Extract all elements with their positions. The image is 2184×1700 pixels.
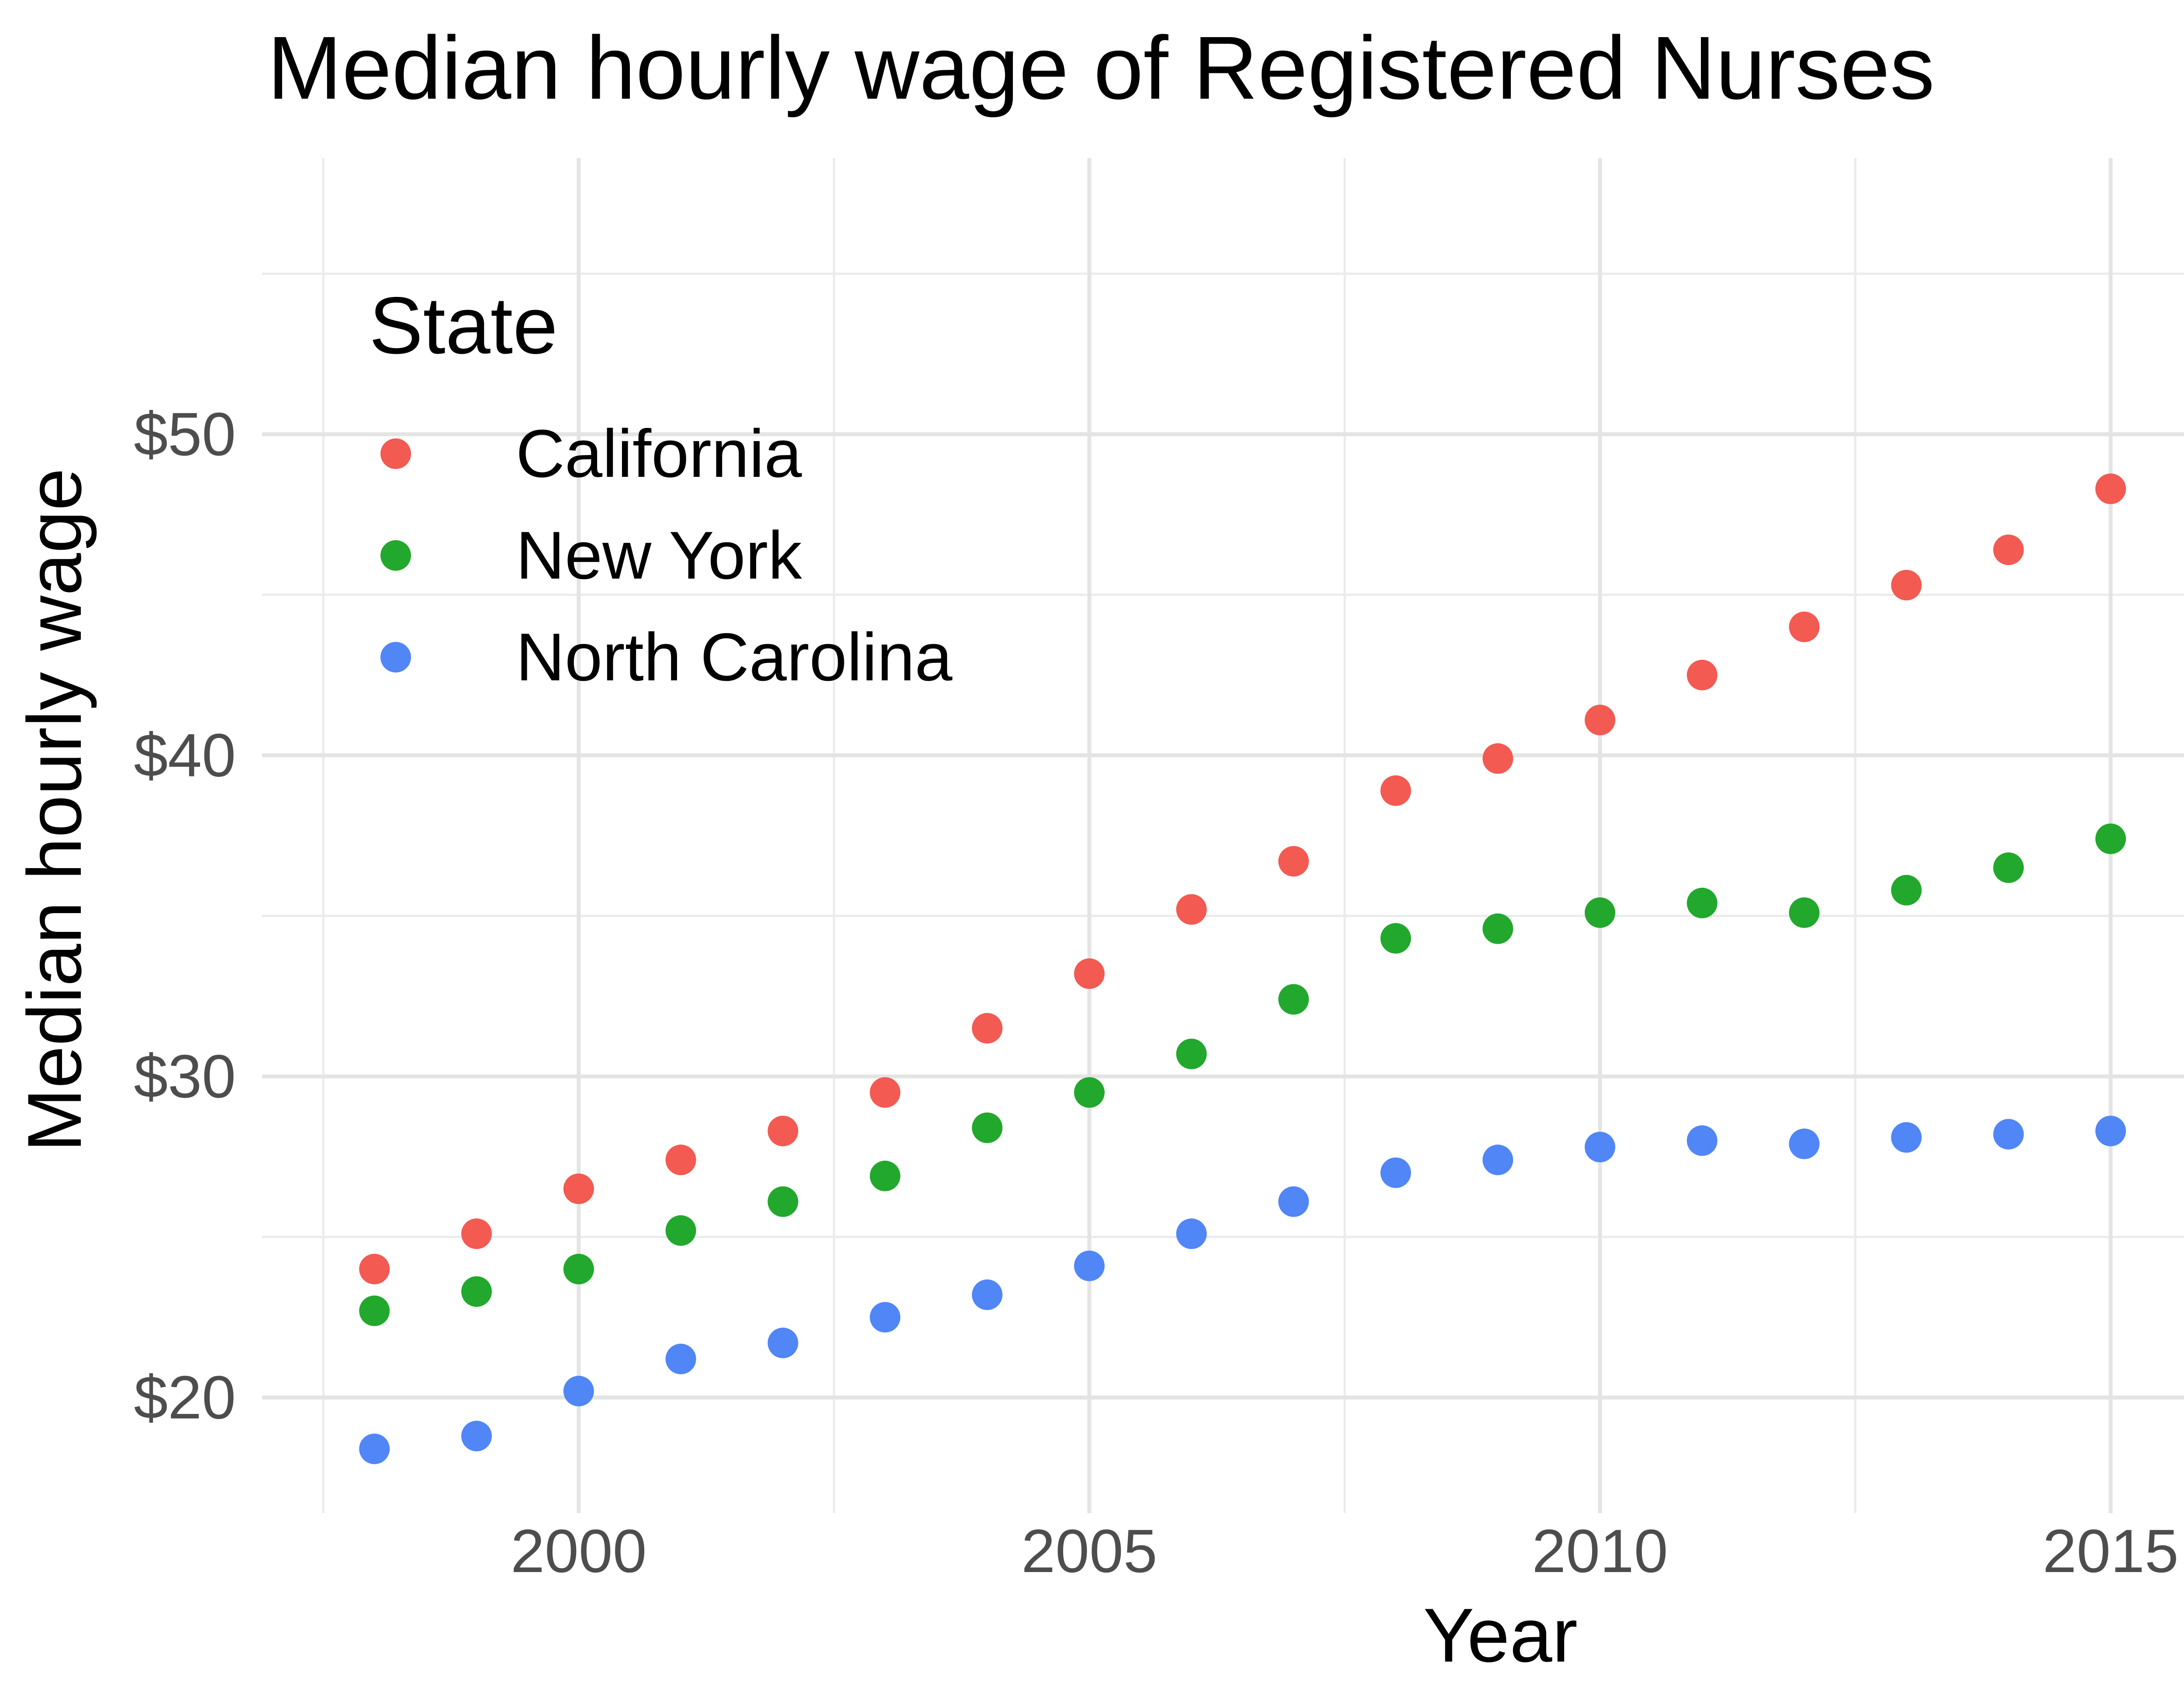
- x-axis-title: Year: [1423, 1593, 1578, 1678]
- data-point: [359, 1433, 390, 1464]
- data-point: [870, 1160, 901, 1191]
- data-point: [461, 1421, 492, 1452]
- data-point: [1278, 984, 1309, 1015]
- y-tick-label: $30: [134, 1042, 236, 1110]
- data-point: [665, 1344, 696, 1375]
- x-tick-label: 2015: [2042, 1517, 2178, 1585]
- data-point: [1176, 1218, 1207, 1249]
- data-point: [1891, 1122, 1922, 1153]
- data-point: [563, 1376, 594, 1407]
- data-point: [1278, 846, 1309, 877]
- chart-title: Median hourly wage of Registered Nurses: [267, 18, 1935, 118]
- series-new-york: [359, 823, 2126, 1326]
- data-point: [1380, 775, 1411, 806]
- legend-item-california: California: [369, 403, 952, 505]
- data-point: [2095, 823, 2126, 854]
- legend-swatch-circle-icon: [380, 438, 411, 469]
- data-point: [1993, 1119, 2024, 1150]
- data-point: [767, 1328, 798, 1359]
- data-point: [767, 1115, 798, 1146]
- data-point: [1482, 1145, 1514, 1176]
- data-point: [563, 1173, 594, 1204]
- data-point: [461, 1218, 492, 1249]
- legend-item-label: California: [516, 416, 802, 492]
- legend-swatch-circle-icon: [380, 642, 411, 673]
- legend-item-label: North Carolina: [516, 619, 953, 695]
- data-point: [1686, 659, 1717, 690]
- data-points: [359, 473, 2126, 1464]
- y-axis-title: Median hourly wage: [12, 468, 97, 1152]
- y-tick-label: $20: [134, 1363, 236, 1431]
- data-point: [972, 1013, 1003, 1044]
- data-point: [1584, 704, 1615, 735]
- legend-title: State: [369, 281, 558, 371]
- data-point: [1278, 1186, 1309, 1217]
- series-california: [359, 473, 2126, 1285]
- legend-swatch-circle-icon: [380, 540, 411, 571]
- data-point: [1482, 743, 1514, 774]
- data-point: [972, 1279, 1003, 1310]
- data-point: [563, 1254, 594, 1285]
- data-point: [1789, 897, 1820, 928]
- data-point: [1686, 887, 1717, 918]
- data-point: [1891, 875, 1922, 906]
- y-tick-label: $40: [134, 721, 236, 790]
- data-point: [1993, 852, 2024, 883]
- data-point: [1074, 1250, 1105, 1281]
- data-point: [1891, 569, 1922, 600]
- data-point: [1993, 534, 2024, 566]
- data-point: [665, 1145, 696, 1176]
- data-point: [1584, 1131, 1615, 1162]
- x-tick-label: 2005: [1021, 1517, 1157, 1585]
- data-point: [665, 1215, 696, 1246]
- y-tick-label: $50: [134, 400, 236, 468]
- data-point: [1074, 1077, 1105, 1108]
- data-point: [1584, 897, 1615, 928]
- legend-items: California New York North Carolina: [369, 403, 952, 708]
- legend-item-north-carolina: North Carolina: [369, 607, 952, 708]
- data-point: [1176, 1038, 1207, 1069]
- data-point: [1380, 923, 1411, 954]
- data-point: [767, 1186, 798, 1217]
- series-north-carolina: [359, 1115, 2126, 1464]
- data-point: [870, 1077, 901, 1108]
- data-point: [1074, 958, 1105, 989]
- legend-item-new-york: New York: [369, 505, 952, 607]
- y-axis-tick-labels: $20 $30 $40 $50: [134, 400, 236, 1431]
- data-point: [1789, 1128, 1820, 1159]
- legend: State California New York North Carolina: [369, 279, 952, 708]
- legend-item-label: New York: [516, 517, 802, 593]
- data-point: [972, 1112, 1003, 1143]
- x-axis-tick-labels: 20002005201020152020: [511, 1517, 2179, 1585]
- data-point: [1789, 611, 1820, 642]
- data-point: [1686, 1125, 1717, 1156]
- data-point: [359, 1254, 390, 1285]
- data-point: [359, 1295, 390, 1326]
- data-point: [1176, 894, 1207, 925]
- x-tick-label: 2010: [1532, 1517, 1668, 1585]
- data-point: [1482, 913, 1514, 944]
- data-point: [461, 1276, 492, 1307]
- data-point: [1380, 1157, 1411, 1188]
- data-point: [870, 1302, 901, 1333]
- data-point: [2095, 1115, 2126, 1146]
- x-tick-label: 2000: [511, 1517, 646, 1585]
- data-point: [2095, 473, 2126, 504]
